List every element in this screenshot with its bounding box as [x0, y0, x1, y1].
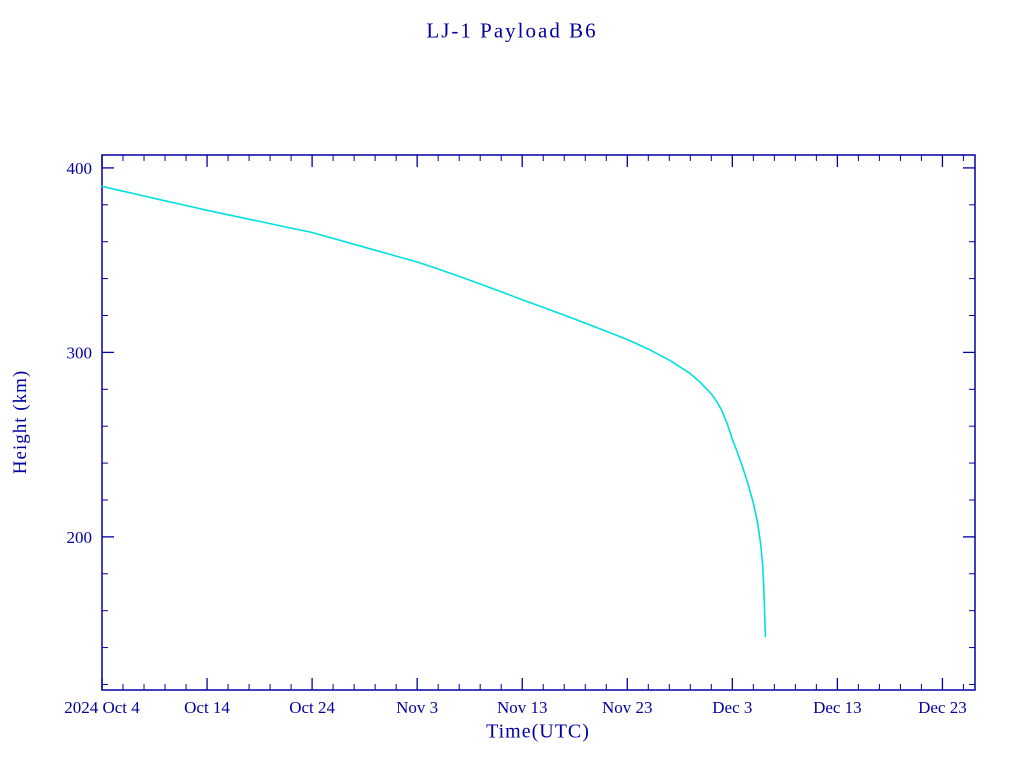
x-tick-label: Dec 23 [918, 698, 967, 717]
x-axis-label: Time(UTC) [486, 720, 590, 743]
x-tick-label: 2024 Oct 4 [64, 698, 140, 717]
x-tick-label: Oct 24 [289, 698, 335, 717]
x-tick-label: Dec 3 [712, 698, 752, 717]
x-tick-label: Dec 13 [813, 698, 862, 717]
chart-title: LJ-1 Payload B6 [426, 18, 598, 43]
x-tick-label: Oct 14 [184, 698, 230, 717]
plot-border [101, 154, 976, 691]
y-tick-label: 200 [67, 528, 93, 547]
y-tick-label: 300 [67, 343, 93, 362]
y-tick-label: 400 [67, 159, 93, 178]
decay-curve [101, 185, 767, 638]
x-tick-label: Nov 23 [602, 698, 653, 717]
x-tick-label: Nov 3 [396, 698, 438, 717]
x-tick-label: Nov 13 [497, 698, 548, 717]
